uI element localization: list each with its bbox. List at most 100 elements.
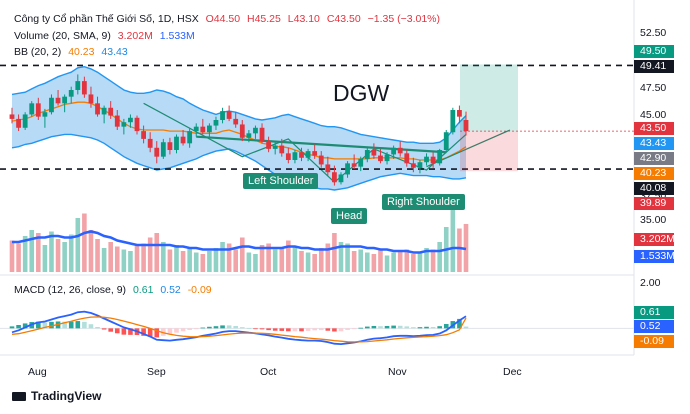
volume-bar [411,254,416,272]
left-shoulder-label: Left Shoulder [243,173,319,189]
symbol-annotation: DGW [333,80,390,106]
volume-bar [253,254,258,272]
candle-body [450,110,456,133]
candle-body [88,94,94,104]
bb-upper-line [11,65,467,144]
volume-bars [9,206,469,272]
volume-bar [279,248,285,272]
price-tick-45-00: 45.00 [640,109,667,121]
volume-bar [430,249,436,272]
high-value: H45.25 [247,13,281,25]
macd-histogram-bar [82,321,87,329]
volume-bar [358,249,364,272]
macd-tick-2-00: 2.00 [640,277,661,289]
macd-histogram-bar [207,326,212,329]
volume-bar [239,237,245,272]
x-label-aug: Aug [28,366,47,378]
volume-bar [134,245,140,272]
macd-histogram-bar [305,328,311,331]
macd-value: 0.61 [132,284,154,296]
macd-histogram-bar [371,325,377,329]
candle-body [62,96,68,104]
candle-body [312,151,318,156]
neckline [196,135,447,154]
volume-sma-line [12,230,467,254]
candle-body [49,97,54,113]
macd-histogram-bar [95,326,100,329]
volume-bar [88,230,94,272]
symbol-title: Công ty Cổ phần Thế Giới Số, 1D, HSX [14,13,199,25]
bb-basis-line [11,101,467,161]
macd-label: MACD (12, 26, close, 9) [14,284,127,296]
candle-body [114,115,120,127]
bb-label: BB (20, 2) [14,46,62,58]
macd-histogram-bar [16,325,21,329]
macd-histogram-bar [233,325,239,329]
candle-body [128,117,133,123]
x-label-oct: Oct [260,366,277,378]
volume-bar [9,240,15,272]
volume-bar [147,237,153,272]
macd-histogram-bar [272,328,278,331]
stop-zone [460,131,518,172]
macd-histogram-bar [147,328,153,337]
macd-histogram-bar [292,328,298,332]
candle-body [292,152,298,160]
macd-histogram-bar [180,328,186,332]
candle-body [463,120,469,132]
macd-histogram-bar [62,321,67,329]
macd-histogram-bar [213,326,219,329]
volume-bar [272,249,278,272]
macd-histogram-bar [22,323,28,329]
candle-body [233,118,239,125]
volume-bar [299,251,304,272]
macd-histogram-bar [266,328,271,331]
volume-bar [345,243,350,272]
volume-bar [49,231,54,272]
macd-histogram-bar [108,328,113,332]
macd-badge: 0.61 [634,306,674,319]
price-badge: 49.50 [634,45,674,58]
volume-bar [397,251,403,272]
candle-body [351,163,357,167]
candle-body [55,97,61,104]
macd-histogram-bar [463,326,469,329]
macd-histogram-bar [332,328,337,332]
bb-legend: BB (20, 2) 40.23 43.43 [14,46,132,58]
candle-body [68,90,74,97]
macd-histogram-bar [345,328,350,330]
macd-histogram-bar [430,326,436,329]
macd-histogram-bar [246,327,252,329]
price-badge: 39.89 [634,197,674,210]
volume-bar [338,242,344,272]
tradingview-logo[interactable]: TradingView [12,389,101,403]
candle-body [371,150,377,156]
candle-body [160,142,166,157]
volume-bar [174,245,179,272]
macd-badge: -0.09 [634,335,674,348]
macd-histogram-bar [325,328,331,331]
volume-bar [167,249,173,272]
macd-histogram-bar [397,325,403,329]
volume-bar [384,255,390,272]
macd-signal-value: 0.52 [160,284,181,296]
volume-bar [101,248,107,272]
volume-label: Volume (20, SMA, 9) [14,30,111,42]
candle-body [364,150,370,159]
volume-bar [246,252,252,272]
macd-histogram-bar [36,321,41,329]
candle-body [378,155,383,162]
macd-histogram-bar [424,326,429,329]
candle-body [424,156,429,163]
volume-bar [266,243,271,272]
macd-histogram-bar [312,328,317,331]
volume-bar [55,239,61,272]
macd-histogram-bar [121,328,127,335]
volume-bar [29,230,35,272]
macd-histogram-bar [443,324,449,329]
volume-sma-value: 1.533M [159,30,195,42]
macd-histogram-bar [174,328,179,333]
macd-histogram-bar [365,326,370,329]
right-shoulder-label: Right Shoulder [382,194,465,210]
